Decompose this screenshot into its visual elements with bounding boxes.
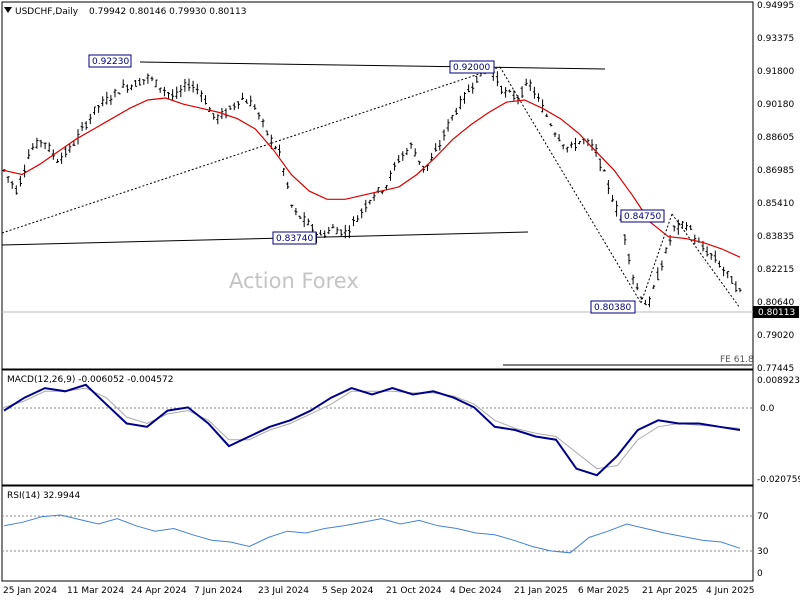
last-price-tag [753,306,799,318]
annotation-box [88,54,132,68]
price-y-axis: 0.94995 0.93375 0.91800 0.90180 0.88605 … [757,1,794,374]
x-tick-label: 24 Apr 2024 [131,586,187,596]
x-tick-label: 23 Jul 2024 [258,586,309,596]
dashed-rising-trendline [1,66,501,234]
price-y-tick: 0.94995 [757,1,794,11]
x-tick-label: 21 Oct 2024 [386,586,442,596]
rsi-title: RSI(14) 32.9944 [7,491,80,501]
x-tick-label: 4 Jun 2025 [706,586,754,596]
rsi-panel-frame [1,485,754,582]
price-y-tick: 0.85410 [757,199,794,209]
lower-trendline [1,231,529,246]
annotation-rebound-high: 0.84750 [620,209,665,223]
moving-average-group [3,97,741,258]
price-y-tick: 0.79020 [757,331,794,341]
fib-extension-label: FE 61.8 [720,355,754,365]
annotation-text: 0.83740 [276,234,313,244]
macd-y-tick: 0.0 [760,404,775,414]
macd-signal-line [3,387,741,470]
price-candles [2,66,742,308]
annotation-low-apr: 0.80380 [590,300,636,314]
x-axis: 25 Jan 2024 11 Mar 2024 24 Apr 2024 7 Ju… [3,586,754,596]
trendlines [1,61,752,366]
last-price-tag-text: 0.80113 [758,308,795,318]
price-y-tick: 0.90180 [757,100,794,110]
price-y-tick: 0.82215 [757,265,794,275]
annotation-text: 0.92000 [453,63,490,73]
macd-y-tick: 0.008923 [757,376,800,386]
watermark: Action Forex [229,269,359,293]
macd-title: MACD(12,26,9) -0.006052 -0.004572 [7,375,173,385]
rsi-y-tick: 70 [757,512,769,522]
price-y-tick: 0.83835 [757,232,794,242]
annotation-high-dec: 0.92000 [449,60,495,74]
annotation-text: 0.80380 [594,303,631,313]
price-y-tick: 0.80640 [757,298,794,308]
x-tick-label: 11 Mar 2024 [67,586,124,596]
macd-lines [3,383,741,477]
annotation-box [272,231,317,245]
macd-y-tick: -0.020759 [757,475,800,485]
x-tick-label: 4 Dec 2024 [450,586,502,596]
x-tick-label: 25 Jan 2024 [3,586,57,596]
rsi-lines [3,514,741,554]
rsi-y-tick: 0 [757,569,763,579]
upper-trendline [139,61,606,70]
symbol-label: USDCHF,Daily [15,7,79,17]
price-y-tick: 0.86985 [757,166,794,176]
moving-average-line [3,97,741,258]
dashed-falling-line [499,66,642,304]
macd-panel-frame [1,369,754,486]
price-y-tick: 0.77445 [757,364,794,374]
rsi-y-tick: 30 [757,547,769,557]
dashed-decline-line [671,213,741,309]
annotation-high-2024: 0.92230 [88,54,132,68]
ohlc-label: 0.79942 0.80146 0.79930 0.80113 [89,7,246,17]
x-tick-label: 5 Sep 2024 [322,586,374,596]
dropdown-triangle-icon[interactable] [4,7,12,13]
x-tick-label: 21 Apr 2025 [642,586,698,596]
annotation-text: 0.92230 [92,57,129,67]
annotation-low-aug: 0.83740 [272,231,317,245]
macd-y-axis: 0.008923 0.0 -0.020759 [757,376,800,485]
price-y-tick: 0.88605 [757,133,794,143]
annotation-text: 0.84750 [624,212,661,222]
x-tick-label: 7 Jun 2024 [194,586,243,596]
x-tick-label: 6 Mar 2025 [578,586,629,596]
price-y-tick: 0.93375 [757,34,794,44]
annotation-box [620,209,665,223]
x-tick-label: 21 Jan 2025 [514,586,568,596]
macd-line [3,383,741,477]
annotation-box [449,60,495,74]
annotation-box [590,300,636,314]
rsi-y-axis: 70 30 0 [757,512,769,579]
rsi-line [3,514,741,554]
price-y-tick: 0.91800 [757,67,794,77]
